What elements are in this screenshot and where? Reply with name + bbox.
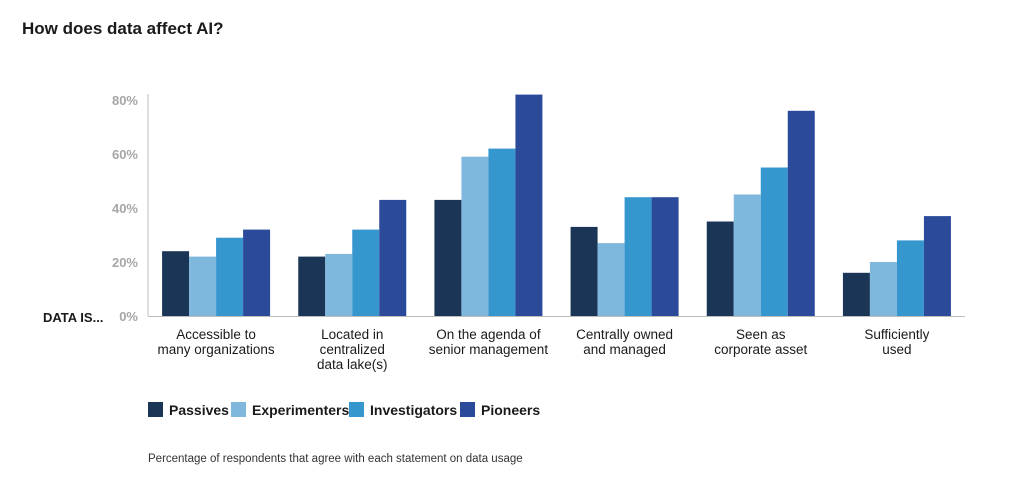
bar-pioneers-4 <box>787 110 815 316</box>
bar-pioneers-1 <box>379 199 407 316</box>
bars <box>162 94 951 316</box>
category-label: On the agenda of senior management <box>429 327 549 357</box>
legend-swatch-passives <box>148 402 163 417</box>
legend-label-passives: Passives <box>169 402 229 418</box>
bar-experimenters-3 <box>597 243 625 316</box>
y-tick-label: 0% <box>119 309 138 324</box>
category-label: Sufficiently used <box>864 327 929 357</box>
bar-passives-1 <box>298 256 326 316</box>
legend-swatch-pioneers <box>460 402 475 417</box>
bar-pioneers-2 <box>515 94 543 316</box>
bar-pioneers-3 <box>651 197 679 316</box>
legend-label-pioneers: Pioneers <box>481 402 540 418</box>
bar-investigators-1 <box>352 229 380 316</box>
y-tick-label: 40% <box>112 201 138 216</box>
chart-title: How does data affect AI? <box>22 19 224 38</box>
footnote: Percentage of respondents that agree wit… <box>148 453 523 465</box>
bar-pioneers-5 <box>923 216 951 316</box>
y-tick-label: 20% <box>112 255 138 270</box>
y-tick-label: 80% <box>112 93 138 108</box>
bar-passives-3 <box>570 226 598 316</box>
bar-passives-0 <box>162 251 190 316</box>
bar-experimenters-5 <box>869 262 897 316</box>
bar-experimenters-2 <box>461 156 489 316</box>
bar-pioneers-0 <box>243 229 271 316</box>
bar-investigators-5 <box>896 240 924 316</box>
bar-passives-4 <box>706 221 734 316</box>
y-tick-label: 60% <box>112 147 138 162</box>
bar-investigators-4 <box>760 167 788 316</box>
bar-investigators-2 <box>488 148 516 316</box>
category-labels: Accessible to many organizations Located i… <box>158 327 930 372</box>
legend-label-investigators: Investigators <box>370 402 457 418</box>
category-label: Accessible to many organizations <box>158 327 275 357</box>
category-label: Seen as corporate asset <box>714 327 807 357</box>
bar-experimenters-0 <box>189 256 217 316</box>
legend-swatch-investigators <box>349 402 364 417</box>
x-axis-lead-label: DATA IS... <box>43 310 103 325</box>
category-label: Centrally owned and managed <box>576 327 673 357</box>
bar-experimenters-4 <box>733 194 761 316</box>
bar-passives-5 <box>842 272 870 316</box>
y-axis: 0% 20% 40% 60% 80% <box>112 93 149 324</box>
category-label: Located in centralized data lake(s) <box>317 327 388 372</box>
legend-swatch-experimenters <box>231 402 246 417</box>
bar-investigators-0 <box>216 237 244 316</box>
legend: Passives Experimenters Investigators Pionee… <box>148 402 540 418</box>
bar-investigators-3 <box>624 197 652 316</box>
bar-passives-2 <box>434 199 462 316</box>
legend-label-experimenters: Experimenters <box>252 402 349 418</box>
bar-experimenters-1 <box>325 253 353 316</box>
